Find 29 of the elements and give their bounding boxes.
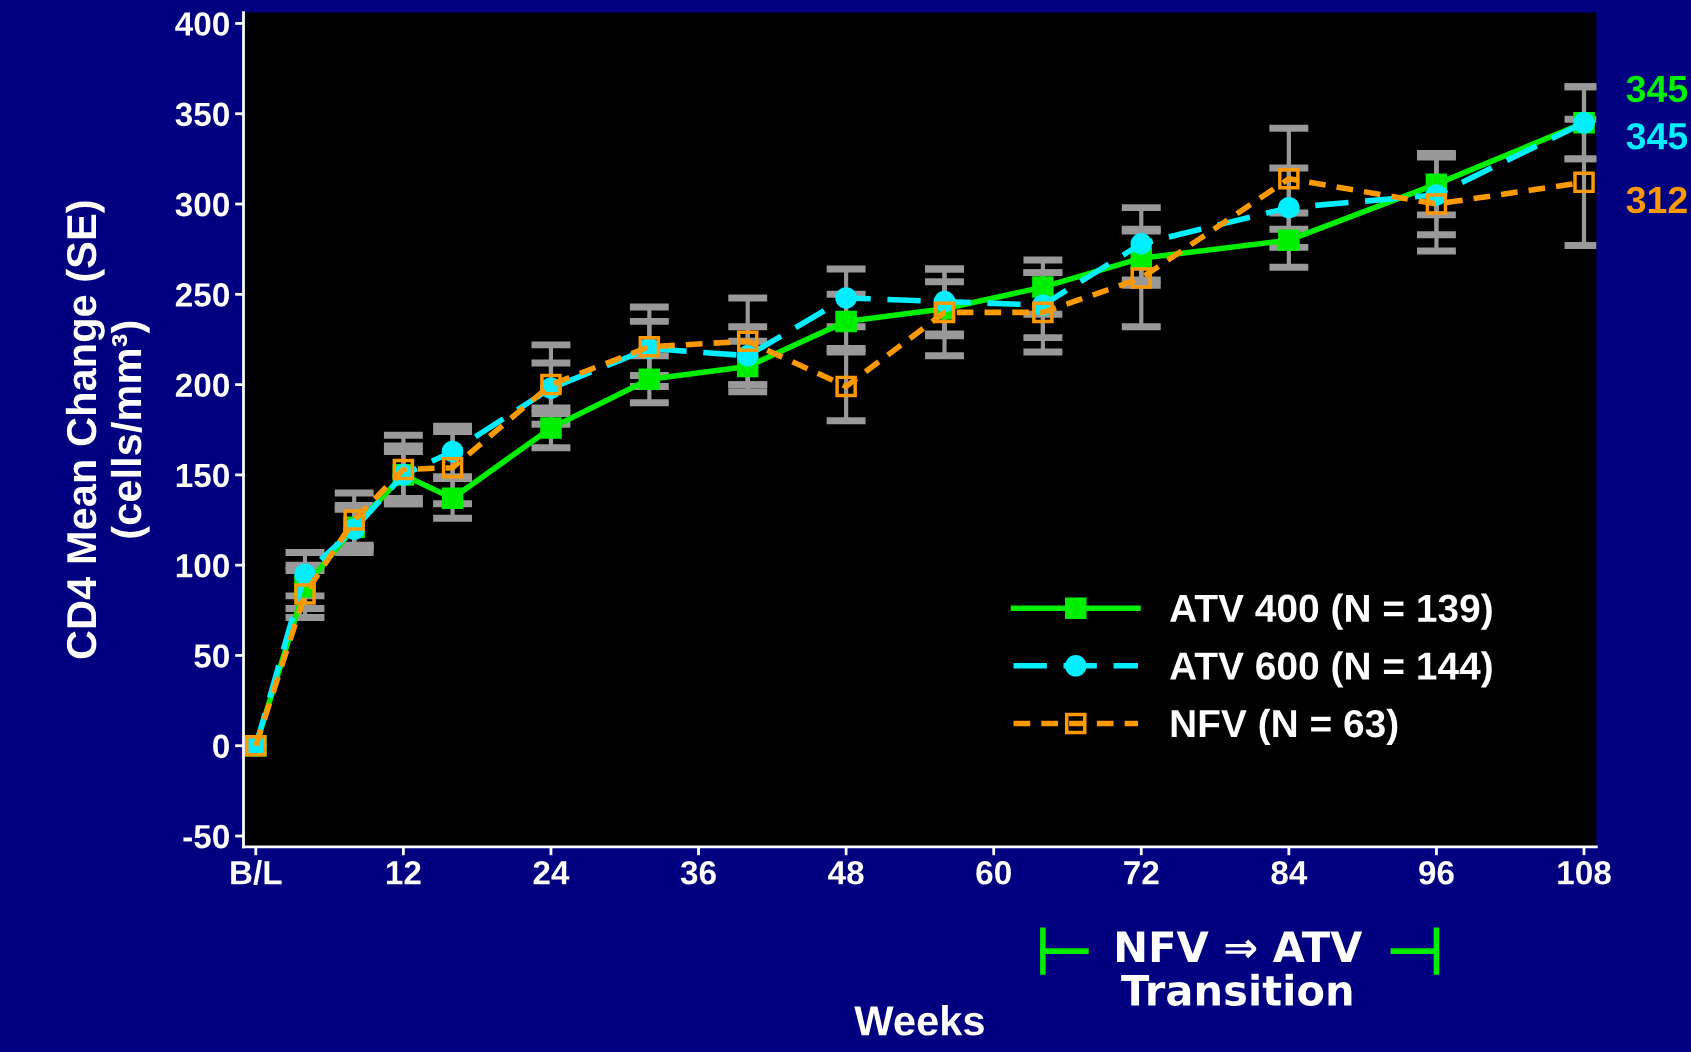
y-tick-label: -50 (183, 824, 229, 849)
x-tick-label: 108 (1558, 860, 1611, 885)
x-tick-label: B/L (231, 860, 282, 885)
x-tick-label: 36 (680, 860, 716, 885)
x-tick-label: 96 (1419, 860, 1454, 885)
x-tick-label: 72 (1124, 860, 1159, 885)
legend-label: NFV (N = 63) (1171, 708, 1398, 746)
data-label: 345 (1626, 75, 1688, 103)
data-label: 312 (1626, 186, 1687, 214)
y-tick-label: 250 (175, 283, 229, 307)
y-axis-title: CD4 Mean Change (SE) (cells/mm³) (65, 201, 150, 659)
x-tick-label: 60 (976, 860, 1011, 885)
y-tick-label: 50 (194, 644, 229, 668)
y-tick-label: 150 (176, 463, 229, 488)
data-label: 345 (1626, 122, 1688, 150)
x-tick-label: 12 (386, 860, 421, 885)
legend-label: ATV 600 (N = 144) (1170, 651, 1492, 688)
x-tick-label: 48 (828, 860, 864, 885)
y-tick-label: 100 (176, 553, 229, 578)
x-axis-title: Weeks (854, 1005, 984, 1036)
x-tick-label: 24 (533, 860, 570, 885)
y-tick-label: 200 (175, 373, 229, 398)
y-tick-label: 0 (213, 734, 229, 759)
y-tick-label: 350 (175, 102, 229, 127)
text: NFV ⇒ ATV Transition (1117, 931, 1363, 1007)
y-tick-label: 300 (175, 192, 229, 217)
legend-label: ATV 400 (N = 139) (1170, 593, 1492, 630)
y-tick-label: 400 (175, 12, 229, 36)
x-tick-label: 84 (1271, 860, 1308, 885)
